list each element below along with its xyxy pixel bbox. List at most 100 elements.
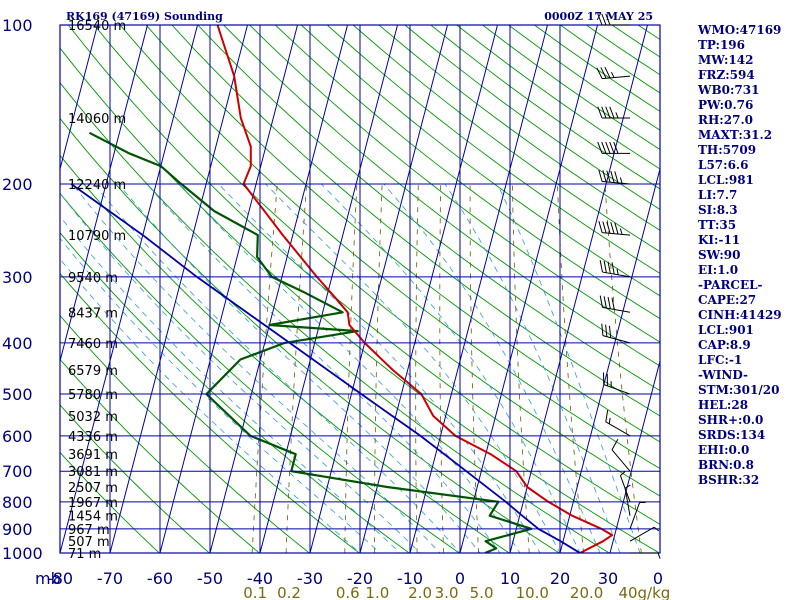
wind-barb-staff — [611, 449, 631, 472]
wind-barb-flag — [607, 296, 611, 309]
wind-barb-flag — [607, 261, 611, 274]
height-label: 10790 m — [68, 229, 126, 244]
wind-barb-flag — [603, 260, 607, 273]
temperature-tick-label: 20 — [550, 569, 570, 588]
wind-barb-flag — [598, 169, 603, 182]
isotherm — [60, 25, 149, 363]
height-label: 507 m — [68, 535, 110, 550]
height-label: 71 m — [68, 547, 101, 562]
wind-barb-flag — [624, 484, 631, 489]
dry-adiabat — [145, 25, 660, 443]
mixing-ratio-line — [415, 183, 419, 553]
index-item: L57:6.6 — [698, 158, 749, 172]
dry-adiabat — [197, 25, 660, 392]
index-item: PW:0.76 — [698, 98, 754, 112]
moist-adiabat — [383, 183, 601, 553]
wind-barb-flag — [601, 13, 607, 26]
wind-barb-staff — [602, 181, 631, 185]
wind-barb-flag — [615, 112, 619, 119]
mixing-ratio-label: 5.0 — [470, 584, 494, 600]
wind-barb-flag — [606, 170, 611, 183]
wind-barb-flag — [610, 222, 615, 234]
index-item: LCL:981 — [698, 173, 754, 187]
index-item: LFC:-1 — [698, 353, 743, 367]
wind-barb-flag — [613, 141, 619, 154]
height-label: 9540 m — [68, 271, 118, 286]
wind-barb-flag — [601, 106, 607, 119]
indices-panel: WMO:47169 TP:196 MW:142 FRZ:594 WB0:731 PW:0.… — [698, 23, 798, 488]
wind-barb-staff — [602, 335, 631, 344]
index-item: TH:5709 — [698, 143, 757, 157]
index-item: MAXT:31.2 — [698, 128, 773, 142]
pressure-tick-label: 900 — [2, 520, 33, 539]
wind-barb — [630, 552, 661, 559]
wind-barb — [629, 501, 646, 530]
moist-adiabat — [60, 192, 421, 553]
wind-barb — [603, 372, 631, 395]
pressure-tick-label: 300 — [2, 268, 33, 287]
mixing-ratio-label: 0.2 — [277, 584, 301, 600]
height-label: 2507 m — [68, 481, 118, 496]
wind-barb-flag — [609, 106, 615, 119]
wind-barb-flag — [601, 323, 604, 336]
moist-adiabat — [179, 183, 521, 553]
moist-adiabat — [497, 183, 641, 553]
isotherm — [309, 25, 449, 553]
wind-barb-flag — [620, 471, 626, 476]
wind-barb — [597, 13, 630, 26]
wind-barb-staff — [603, 384, 631, 395]
temperature-tick-label: -70 — [97, 569, 123, 588]
wind-barb-flag — [598, 220, 603, 233]
height-label: 6579 m — [68, 364, 118, 379]
index-item: LCL:901 — [698, 323, 754, 337]
wind-barb-flag — [599, 295, 603, 308]
wind-barb-flag — [605, 141, 611, 154]
height-label: 3691 m — [68, 448, 118, 463]
wind-barb-staff — [629, 502, 641, 530]
temperature-trace — [216, 25, 614, 553]
temperature-tick-label: -20 — [347, 569, 373, 588]
index-item: SI:8.3 — [698, 203, 738, 217]
mixing-ratio-label: 40g/kg — [618, 584, 670, 600]
pressure-axis-unit: mb — [35, 569, 61, 588]
pressure-tick-label: 500 — [2, 385, 33, 404]
index-item: BSHR:32 — [698, 473, 760, 487]
dry-adiabat — [60, 154, 511, 553]
dry-adiabat — [60, 314, 311, 553]
parcel-trace — [70, 183, 581, 553]
wind-barb — [597, 106, 630, 119]
moist-adiabat — [60, 237, 381, 553]
wind-barb-flag — [611, 262, 615, 275]
temperature-tick-label: -60 — [147, 569, 173, 588]
wind-barb-staff — [602, 232, 631, 236]
dry-adiabat — [223, 25, 660, 367]
index-item: SRDS:134 — [698, 428, 766, 442]
dry-adiabat — [67, 25, 660, 525]
wind-barb-flag — [653, 526, 660, 532]
pressure-tick-label: 700 — [2, 462, 33, 481]
index-item: TP:196 — [698, 38, 746, 52]
dry-adiabat — [60, 404, 210, 553]
wind-barb-flag — [657, 552, 661, 559]
height-label: 8437 m — [68, 306, 118, 321]
wind-barb — [611, 439, 631, 472]
index-item: BRN:0.8 — [698, 458, 754, 472]
wind-barb-flag — [599, 260, 603, 273]
temperature-tick-label: 0 — [455, 569, 465, 588]
dry-adiabat — [60, 232, 411, 553]
wind-barb-flag — [597, 106, 603, 119]
temperature-tick-label: -40 — [247, 569, 273, 588]
height-label: 5032 m — [68, 410, 118, 425]
wind-barb-flag — [609, 141, 615, 154]
wind-barb-flag — [600, 67, 607, 79]
temperature-tick-label: -10 — [397, 569, 423, 588]
index-item: HEL:28 — [698, 398, 749, 412]
wind-barb-flag — [605, 409, 609, 422]
moist-adiabat — [117, 183, 481, 553]
mixing-ratio-label: 1.0 — [365, 584, 389, 600]
moist-adiabat — [71, 183, 441, 553]
wind-barb-flag — [611, 439, 619, 451]
index-item: KI:-11 — [698, 233, 741, 247]
